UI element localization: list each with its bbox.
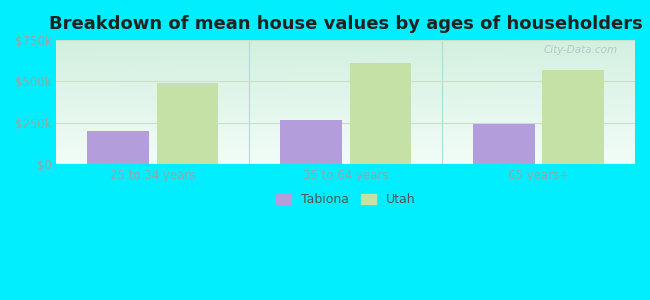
Bar [157,83,218,164]
Bar [350,63,411,164]
Text: City-Data.com: City-Data.com [543,45,618,55]
Legend: Tabiona, Utah: Tabiona, Utah [272,190,419,210]
Title: Breakdown of mean house values by ages of householders: Breakdown of mean house values by ages o… [49,15,643,33]
Bar [87,131,149,164]
Bar [280,119,342,164]
Bar [473,124,535,164]
Bar [543,70,604,164]
